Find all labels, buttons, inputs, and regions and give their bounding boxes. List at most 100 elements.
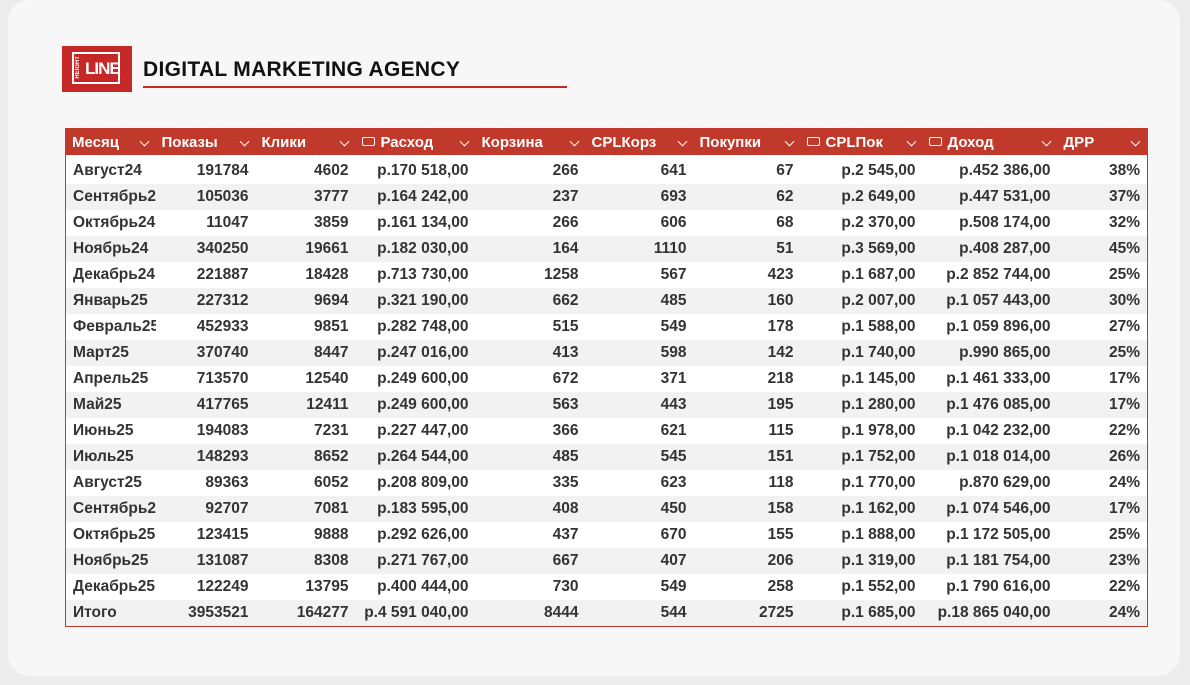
- table-cell: Ноябрь25: [73, 552, 149, 569]
- table-cell: 89363: [205, 474, 249, 491]
- dropdown-chevron[interactable]: [139, 136, 149, 147]
- table-cell: р.1 770,00: [841, 474, 916, 491]
- column-header[interactable]: Месяц: [65, 128, 156, 155]
- dropdown-chevron[interactable]: [459, 136, 469, 147]
- table-cell: 567: [660, 266, 687, 283]
- column-label: Месяц: [72, 133, 119, 151]
- table-cell: Октябрь24: [73, 214, 156, 231]
- table-cell: Август25: [73, 474, 142, 491]
- table-cell: 24%: [1108, 474, 1140, 491]
- table-cell: 32%: [1108, 214, 1140, 231]
- dropdown-chevron[interactable]: [1130, 136, 1141, 147]
- table-cell: 22%: [1108, 578, 1140, 595]
- table-cell: 122249: [196, 578, 249, 595]
- table-cell: р.1 162,00: [841, 500, 916, 517]
- table-cell: 413: [552, 344, 579, 361]
- table-cell: 423: [767, 266, 794, 283]
- table-cell: р.1 057 443,00: [946, 292, 1051, 309]
- table-cell: р.170 518,00: [377, 162, 469, 179]
- dropdown-chevron[interactable]: [906, 136, 916, 147]
- table-cell: 160: [767, 292, 794, 309]
- column-header[interactable]: CPLПок: [800, 128, 923, 155]
- table-cell: р.2 545,00: [841, 162, 916, 179]
- table-cell: р.1 588,00: [841, 318, 916, 335]
- table-cell: 371: [660, 370, 687, 387]
- table-cell: 544: [660, 604, 687, 621]
- table-cell: р.249 600,00: [377, 396, 469, 413]
- table-cell: 25%: [1108, 526, 1140, 543]
- dropdown-chevron[interactable]: [677, 136, 687, 147]
- card: [8, 0, 1180, 676]
- table-cell: 549: [660, 318, 687, 335]
- table-row: Сентябрь25 92707 7081 р.183 595,00 408 450 158…: [65, 496, 1148, 522]
- table-cell: 641: [660, 162, 687, 179]
- money-icon: [928, 136, 942, 146]
- column-header[interactable]: Покупки: [693, 128, 801, 155]
- table-cell: 407: [660, 552, 687, 569]
- table-cell: р.1 740,00: [841, 344, 916, 361]
- table-cell: 118: [768, 474, 794, 491]
- table-cell: 195: [767, 396, 794, 413]
- column-header[interactable]: CPLКорз: [585, 128, 694, 155]
- table-cell: Декабрь25: [73, 578, 156, 595]
- column-label: CPLПок: [825, 133, 883, 151]
- table-cell: 151: [767, 448, 794, 465]
- table-cell: р.870 629,00: [959, 474, 1051, 491]
- dropdown-chevron[interactable]: [339, 136, 349, 147]
- table-cell: Январь25: [73, 292, 148, 309]
- table-row: Август25 89363 6052 р.208 809,00 335 623 118 р.…: [65, 470, 1148, 496]
- column-header[interactable]: Показы: [155, 128, 256, 155]
- column-header[interactable]: Доход: [922, 128, 1058, 155]
- logo-main: LINE: [85, 59, 121, 78]
- table-row: Июль25 148293 8652 р.264 544,00 485 545 151 р.1…: [65, 444, 1148, 470]
- table-cell: 563: [552, 396, 579, 413]
- table-cell: р.182 030,00: [377, 240, 469, 257]
- table-cell: р.227 447,00: [377, 422, 469, 439]
- table-cell: 417765: [196, 396, 249, 413]
- table-cell: р.183 595,00: [377, 500, 469, 517]
- table-cell: 340250: [196, 240, 249, 257]
- table-cell: р.18 865 040,00: [937, 604, 1051, 621]
- table-cell: 206: [767, 552, 794, 569]
- table-cell: 366: [552, 422, 579, 439]
- table-cell: 67: [776, 162, 794, 179]
- table-cell: 178: [767, 318, 794, 335]
- table-cell: 155: [767, 526, 794, 543]
- table-cell: 606: [660, 214, 687, 231]
- column-header[interactable]: Расход: [355, 128, 476, 155]
- table-cell: 452933: [196, 318, 249, 335]
- table-cell: р.990 865,00: [959, 344, 1051, 361]
- table-cell: р.1 042 232,00: [946, 422, 1051, 439]
- table-cell: 237: [552, 188, 579, 205]
- table-cell: р.282 748,00: [377, 318, 469, 335]
- table-cell: р.4 591 040,00: [364, 604, 469, 621]
- table-cell: 1258: [544, 266, 579, 283]
- column-header[interactable]: Клики: [255, 128, 356, 155]
- table-cell: р.2 852 744,00: [946, 266, 1051, 283]
- table-cell: 437: [552, 526, 579, 543]
- dropdown-chevron[interactable]: [239, 136, 249, 147]
- column-header[interactable]: ДРР: [1057, 128, 1148, 155]
- table-cell: р.1 752,00: [841, 448, 916, 465]
- dropdown-chevron[interactable]: [784, 136, 794, 147]
- table-row: Август24 191784 4602 р.170 518,00 266 641 67 р.…: [65, 155, 1148, 184]
- column-label: Покупки: [699, 133, 762, 151]
- table-cell: р.1 074 546,00: [946, 500, 1051, 517]
- table-cell: 30%: [1108, 292, 1140, 309]
- table-cell: Август24: [73, 162, 142, 179]
- table-cell: Ноябрь24: [73, 240, 149, 257]
- dropdown-chevron[interactable]: [1041, 136, 1051, 147]
- table-cell: 218: [767, 370, 794, 387]
- table-cell: 713570: [196, 370, 249, 387]
- table-cell: р.1 476 085,00: [946, 396, 1051, 413]
- dropdown-chevron[interactable]: [569, 136, 579, 147]
- table-row: Сентябрь24 105036 3777 р.164 242,00 237 693 62…: [65, 184, 1148, 210]
- column-header[interactable]: Корзина: [475, 128, 586, 155]
- table-cell: 18428: [305, 266, 349, 283]
- table-cell: 485: [660, 292, 687, 309]
- table-row: Итого 3953521 164277 р.4 591 040,00 8444 544 2…: [65, 600, 1148, 627]
- table-cell: р.264 544,00: [377, 448, 469, 465]
- table-cell: р.1 687,00: [841, 266, 916, 283]
- title-underline: [143, 86, 567, 88]
- table-cell: 164: [552, 240, 579, 257]
